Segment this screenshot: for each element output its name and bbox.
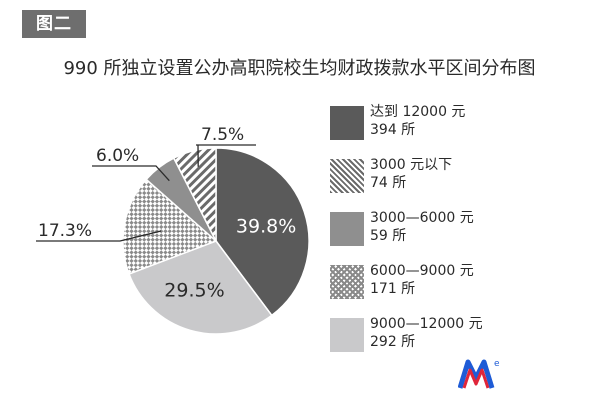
legend-label: 9000—12000 元 [370, 316, 483, 332]
legend-swatch [330, 106, 364, 140]
legend-swatch [330, 212, 364, 246]
legend-count: 59 所 [370, 228, 407, 244]
legend-label: 3000—6000 元 [370, 210, 474, 226]
legend-text: 6000—9000 元 171 所 [370, 262, 474, 298]
pie-slice [215, 147, 310, 317]
slice-value-label: 29.5% [164, 280, 224, 302]
legend-text: 3000 元以下 74 所 [370, 156, 452, 192]
legend-label: 6000—9000 元 [370, 263, 474, 279]
brand-logo: e [458, 359, 500, 389]
legend-item: 6000—9000 元 171 所 [330, 263, 590, 316]
slice-value-label: 17.3% [38, 221, 92, 241]
legend: 达到 12000 元 394 所 3000 元以下 74 所 3000—6000 元 59… [330, 104, 590, 369]
pie-slice [122, 178, 218, 275]
legend-item: 9000—12000 元 292 所 [330, 316, 590, 369]
callout-line [36, 230, 162, 242]
legend-item: 达到 12000 元 394 所 [330, 104, 590, 157]
figure-badge: 图二 [22, 10, 86, 38]
legend-count: 394 所 [370, 122, 416, 138]
callout-line [92, 165, 170, 182]
pie-slice [172, 147, 217, 242]
slice-value-label: 6.0% [96, 146, 139, 166]
legend-label: 3000 元以下 [370, 157, 453, 173]
chart-title: 990 所独立设置公办高职院校生均财政拨款水平区间分布图 [63, 58, 536, 79]
legend-count: 171 所 [370, 281, 416, 297]
legend-swatch [330, 265, 364, 299]
legend-swatch [330, 318, 364, 352]
legend-text: 3000—6000 元 59 所 [370, 209, 474, 245]
legend-label: 达到 12000 元 [370, 104, 466, 120]
legend-swatch [330, 159, 364, 193]
slice-value-label: 39.8% [236, 215, 296, 237]
legend-item: 3000—6000 元 59 所 [330, 210, 590, 263]
legend-text: 9000—12000 元 292 所 [370, 315, 483, 351]
legend-item: 3000 元以下 74 所 [330, 157, 590, 210]
pie-slice [128, 240, 273, 335]
slice-value-label: 7.5% [201, 125, 244, 145]
legend-count: 292 所 [370, 334, 416, 350]
legend-count: 74 所 [370, 175, 407, 191]
svg-text:e: e [494, 359, 500, 369]
legend-text: 达到 12000 元 394 所 [370, 103, 465, 139]
